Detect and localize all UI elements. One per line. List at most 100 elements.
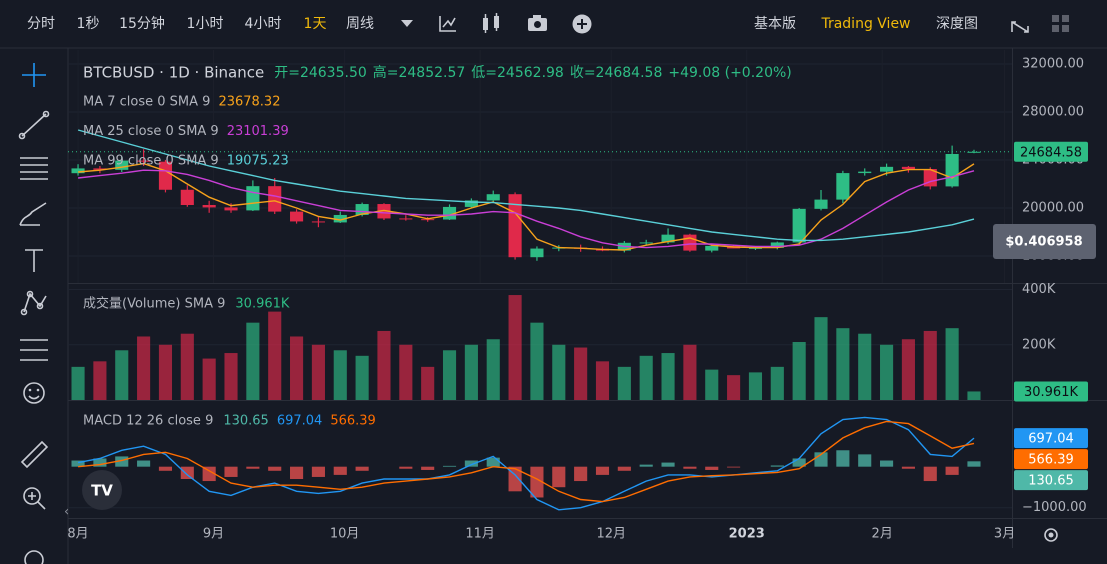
settings-gear[interactable] — [1044, 528, 1058, 542]
volume-legend-value: 30.961K — [235, 297, 289, 312]
volume-bar — [705, 369, 719, 400]
candle-body — [792, 208, 806, 243]
interval-tab[interactable]: 1秒 — [77, 16, 100, 32]
candle-body — [683, 234, 697, 251]
candle-body — [814, 199, 828, 209]
macd-histogram-bar — [683, 466, 697, 469]
macd-histogram-bar — [705, 466, 719, 470]
volume-bar — [792, 342, 806, 400]
brush-tool[interactable] — [19, 202, 47, 226]
legends: BTCBUSD · 1D · Binance 开=24635.50 高=24852.… — [83, 64, 792, 429]
volume-bar — [486, 339, 500, 400]
price-panel — [68, 50, 1012, 283]
candle-body — [661, 234, 675, 243]
interval-tab[interactable]: 周线 — [346, 16, 374, 32]
volume-bar — [639, 355, 653, 400]
macd-histogram-bar — [770, 465, 784, 467]
candle-body — [377, 204, 391, 219]
candle-body — [137, 160, 151, 162]
x-tick-label: 2月 — [872, 527, 893, 542]
fullscreen-icon[interactable] — [1011, 21, 1029, 33]
trendline-tool[interactable] — [18, 110, 50, 140]
volume-bar — [333, 350, 347, 400]
macd-histogram-bar — [486, 457, 500, 467]
tv-logo[interactable]: TV — [82, 470, 122, 510]
interval-tab[interactable]: 4小时 — [245, 16, 282, 32]
candle-body — [115, 160, 129, 170]
candle-body — [530, 248, 544, 258]
symbol-title: BTCBUSD · 1D · Binance — [83, 64, 264, 82]
interval-tab[interactable]: 1小时 — [187, 16, 224, 32]
macd-histogram-bar — [967, 461, 981, 467]
volume-bar — [508, 295, 522, 400]
volume-bar — [399, 344, 413, 400]
volume-bar — [574, 347, 588, 400]
candle-body — [923, 169, 937, 187]
template-icon[interactable] — [483, 13, 499, 33]
volume-bar — [836, 328, 850, 400]
macd-histogram-bar — [661, 462, 675, 467]
volume-bar — [158, 344, 173, 400]
measure-label: $0.406958 — [1005, 235, 1082, 250]
screenshot-icon[interactable] — [528, 15, 547, 31]
volume-bar — [311, 344, 325, 400]
macd-histogram-bar — [639, 464, 653, 467]
macd-histogram-bar — [93, 458, 107, 467]
measure-box — [993, 224, 1096, 259]
volume-bar — [858, 333, 872, 400]
x-tick-label: 10月 — [330, 527, 360, 542]
interval-tab[interactable]: 1天 — [304, 16, 327, 32]
collapse-arrow[interactable]: ‹ — [64, 505, 69, 520]
view-tab[interactable]: 基本版 — [754, 15, 796, 32]
volume-bar — [377, 330, 391, 400]
lock-tool[interactable] — [24, 550, 44, 564]
view-tab[interactable]: Trading View — [820, 16, 910, 32]
volume-bar — [246, 322, 260, 400]
volume-bar — [355, 355, 369, 400]
macd-histogram-bar — [792, 458, 806, 467]
x-tick-label: 11月 — [465, 527, 495, 542]
candle-body — [464, 200, 478, 207]
macd-histogram-bar — [224, 466, 238, 477]
layout-icon[interactable] — [1052, 15, 1069, 32]
macd-histogram-bar — [180, 466, 194, 479]
volume-bar — [727, 375, 741, 400]
macd-histogram-bar — [202, 466, 216, 482]
ma-legend-value: 19075.23 — [227, 154, 289, 169]
more-dropdown[interactable] — [401, 20, 413, 27]
candle-body — [901, 166, 915, 170]
macd-histogram-bar — [836, 450, 850, 467]
indicator-icon[interactable] — [439, 16, 456, 32]
zoom-tool[interactable] — [23, 487, 46, 510]
candle-body — [202, 205, 216, 208]
crosshair-tool[interactable] — [22, 63, 46, 87]
prediction-tool[interactable] — [20, 339, 48, 361]
ma-line — [78, 162, 975, 251]
emoji-tool[interactable] — [23, 382, 45, 404]
ruler-tool[interactable] — [20, 440, 49, 469]
text-tool[interactable] — [25, 249, 43, 272]
volume-bar — [770, 366, 784, 400]
interval-tab[interactable]: 分时 — [27, 16, 55, 32]
interval-tab[interactable]: 15分钟 — [119, 15, 165, 32]
interval-group: 分时 1秒 15分钟 1小时 4小时 1天 周线 — [27, 15, 374, 32]
volume-bar — [923, 330, 937, 400]
pattern-tool[interactable] — [20, 290, 47, 316]
macd-legend-value: 566.39 — [330, 414, 376, 429]
volume-bar — [683, 344, 697, 400]
candle-body — [333, 214, 347, 223]
volume-box — [1014, 381, 1088, 402]
y-tick-label: 20000.00 — [1022, 201, 1084, 216]
y-tick-label: 200K — [1022, 337, 1056, 352]
fib-tool[interactable] — [20, 157, 48, 180]
macd-value-box-label: 697.04 — [1028, 432, 1074, 447]
volume-bar — [137, 336, 151, 400]
view-tab[interactable]: 深度图 — [936, 16, 978, 32]
volume-bar — [115, 350, 129, 400]
ma-line — [78, 169, 975, 249]
macd-value-box-label: 130.65 — [1028, 474, 1074, 489]
macd-histogram-bar — [923, 466, 937, 482]
macd-line — [77, 416, 975, 511]
add-icon[interactable] — [572, 14, 592, 34]
last-price-box — [1014, 141, 1088, 162]
